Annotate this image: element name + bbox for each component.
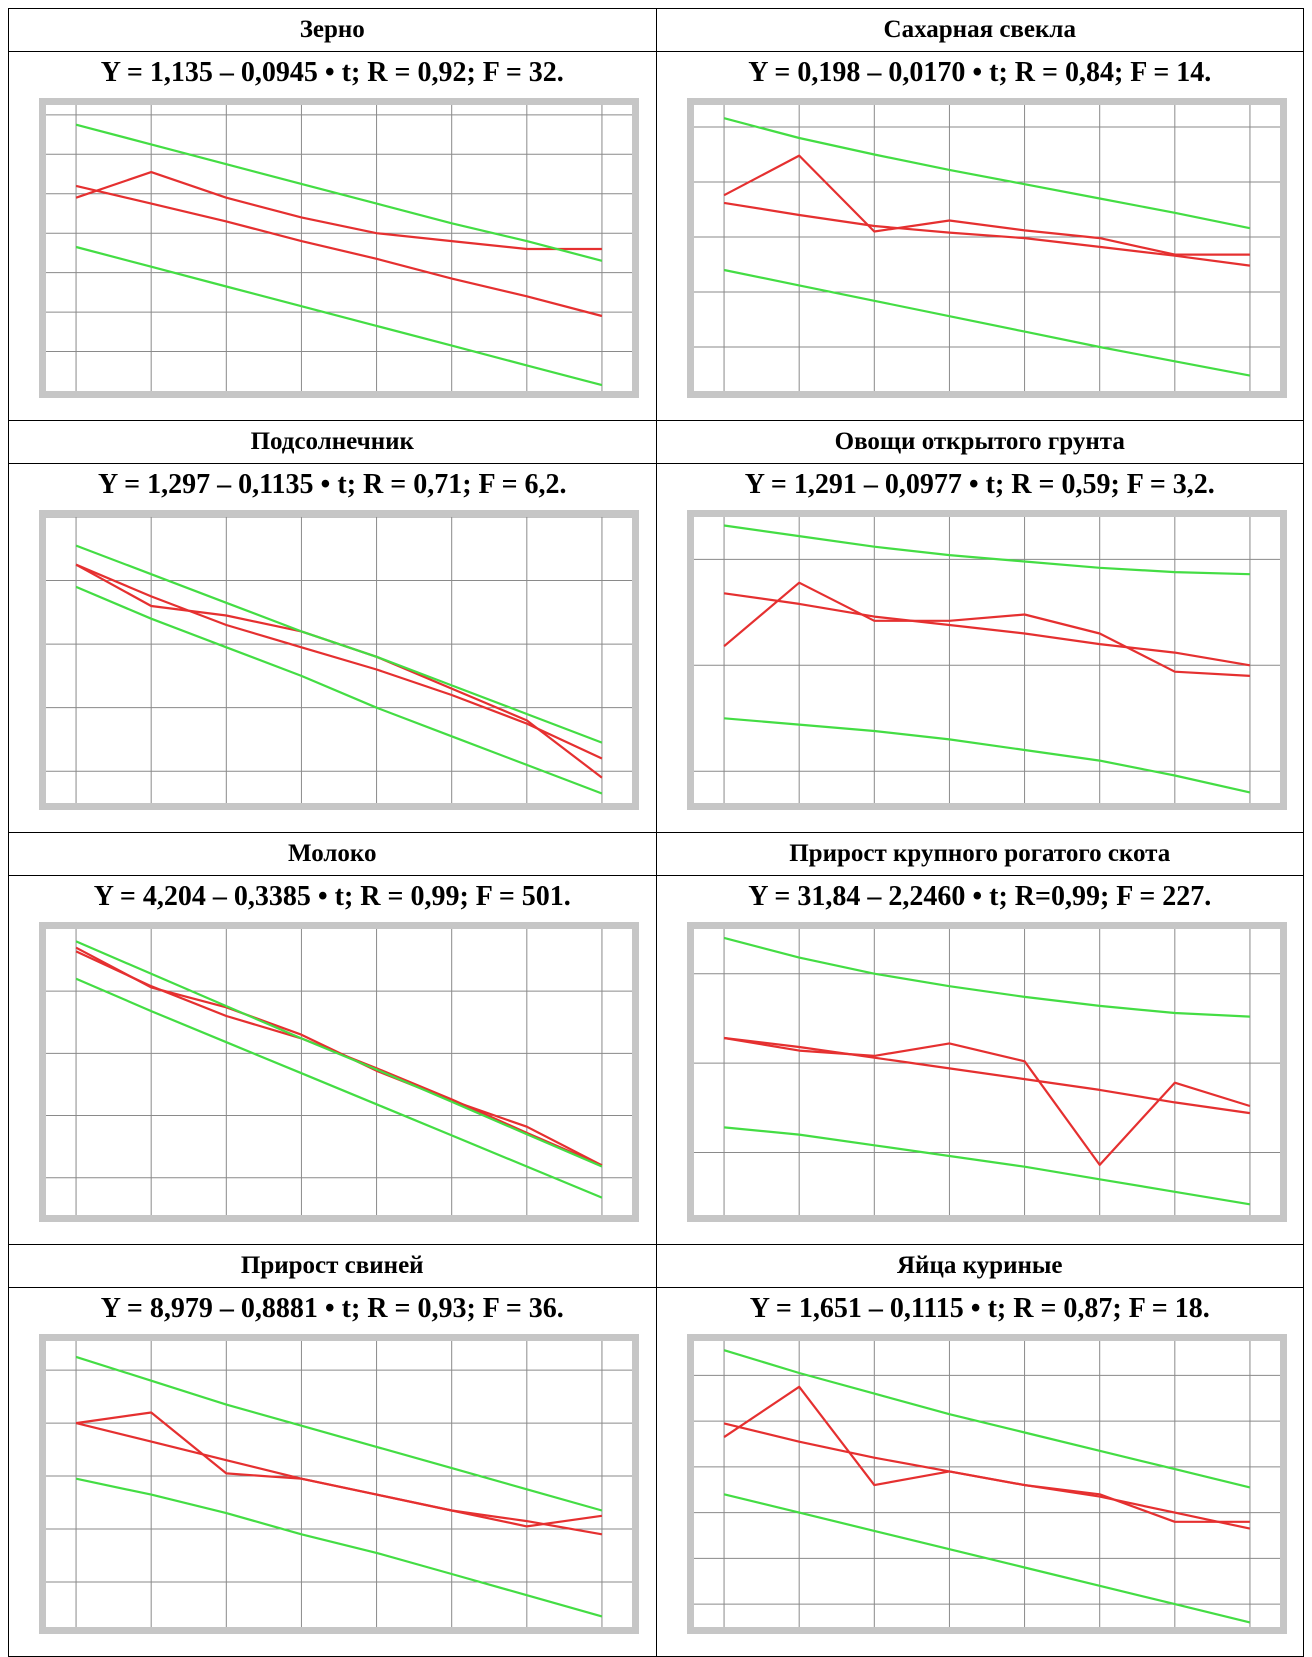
line-chart [46, 1341, 632, 1627]
trend-line [723, 201, 1250, 267]
confidence-band-line [723, 1493, 1250, 1624]
confidence-band-line [75, 977, 603, 1199]
confidence-band-line [723, 936, 1250, 1018]
panel-cell: Зерно Y = 1,135 – 0,0945 • t; R = 0,92; … [8, 8, 657, 421]
panel-title: Прирост крупного рогатого скота [656, 833, 1303, 876]
line-chart [46, 105, 632, 391]
panel-cell: Прирост крупного рогатого скота Y = 31,8… [655, 832, 1304, 1245]
panel-title: Зерно [9, 9, 656, 52]
actual-values-line [723, 1036, 1250, 1166]
line-chart [693, 1341, 1280, 1627]
trend-line [723, 1036, 1250, 1115]
results-table: Зерно Y = 1,135 – 0,0945 • t; R = 0,92; … [8, 8, 1304, 1657]
chart-frame [686, 1334, 1287, 1634]
confidence-band-line [75, 1355, 603, 1512]
trend-line [723, 592, 1250, 667]
regression-equation: Y = 0,198 – 0,0170 • t; R = 0,84; F = 14… [748, 57, 1212, 88]
chart-frame [39, 922, 639, 1222]
regression-equation: Y = 4,204 – 0,3385 • t; R = 0,99; F = 50… [93, 881, 571, 912]
actual-values-line [722, 1385, 1250, 1523]
chart-frame [686, 510, 1287, 810]
panel-cell: Прирост свиней Y = 8,979 – 0,8881 • t; R… [8, 1244, 657, 1657]
panel-title: Овощи открытого грунта [656, 421, 1303, 464]
panel-title: Молоко [9, 833, 656, 876]
confidence-band-line [75, 245, 603, 387]
chart-frame [39, 1334, 639, 1634]
panel-title: Прирост свиней [9, 1245, 656, 1288]
actual-values-line [722, 581, 1250, 677]
chart-frame [39, 510, 639, 810]
regression-equation: Y = 31,84 – 2,2460 • t; R=0,99; F = 227. [748, 881, 1212, 912]
panel-cell: Сахарная свекла Y = 0,198 – 0,0170 • t; … [655, 8, 1304, 421]
confidence-band-line [75, 585, 603, 795]
confidence-band-line [723, 117, 1250, 230]
regression-equation: Y = 1,651 – 0,1115 • t; R = 0,87; F = 18… [749, 1293, 1210, 1324]
panel-cell: Яйца куриные Y = 1,651 – 0,1115 • t; R =… [655, 1244, 1304, 1657]
confidence-band-line [75, 123, 603, 262]
confidence-band-line [75, 1477, 603, 1618]
regression-equation: Y = 8,979 – 0,8881 • t; R = 0,93; F = 36… [100, 1293, 564, 1324]
chart-frame [686, 98, 1287, 398]
trend-line [75, 184, 603, 318]
panel-cell: Овощи открытого грунта Y = 1,291 – 0,097… [655, 420, 1304, 833]
chart-frame [686, 922, 1287, 1222]
actual-values-line [75, 1411, 603, 1528]
trend-line [75, 563, 603, 760]
trend-line [75, 1422, 603, 1536]
regression-equation: Y = 1,291 – 0,0977 • t; R = 0,59; F = 3,… [744, 469, 1215, 500]
line-chart [693, 929, 1280, 1215]
line-chart [693, 105, 1280, 391]
chart-frame [39, 98, 639, 398]
trend-line [723, 1422, 1250, 1530]
actual-values-line [723, 154, 1250, 256]
panel-title: Подсолнечник [9, 421, 656, 464]
confidence-band-line [723, 1126, 1250, 1206]
line-chart [46, 929, 632, 1215]
line-chart [46, 517, 632, 803]
regression-equation: Y = 1,297 – 0,1135 • t; R = 0,71; F = 6,… [97, 469, 567, 500]
confidence-band-line [723, 717, 1250, 794]
confidence-band-line [75, 940, 603, 1168]
panel-cell: Молоко Y = 4,204 – 0,3385 • t; R = 0,99;… [8, 832, 657, 1245]
regression-equation: Y = 1,135 – 0,0945 • t; R = 0,92; F = 32… [100, 57, 564, 88]
line-chart [693, 517, 1280, 803]
actual-values-line [75, 563, 603, 779]
actual-values-line [75, 170, 602, 251]
panel-title: Сахарная свекла [656, 9, 1303, 52]
confidence-band-line [75, 544, 603, 744]
confidence-band-line [723, 1349, 1250, 1489]
panel-title: Яйца куриные [656, 1245, 1303, 1288]
confidence-band-line [723, 524, 1250, 576]
confidence-band-line [723, 268, 1250, 377]
panel-cell: Подсолнечник Y = 1,297 – 0,1135 • t; R =… [8, 420, 657, 833]
